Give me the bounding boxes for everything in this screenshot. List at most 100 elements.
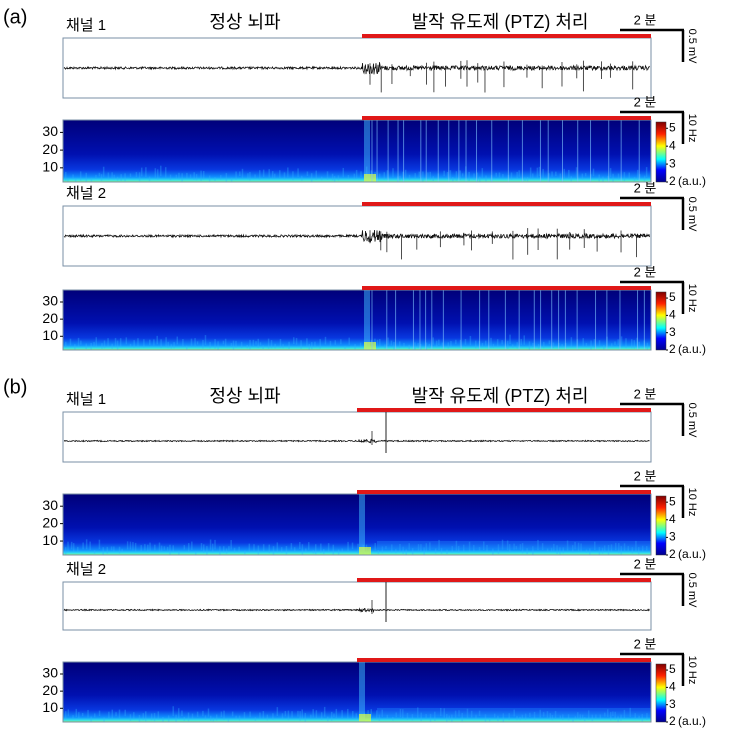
spectrogram-texture <box>225 173 228 182</box>
spectrogram-texture <box>614 341 616 346</box>
spectrogram-texture <box>450 340 452 347</box>
spectrogram-texture <box>114 337 117 347</box>
spectrogram-texture <box>615 542 617 551</box>
spectrogram-texture <box>348 337 350 345</box>
seizure-phase-label: 발작 유도제 (PTZ) 처리 <box>412 386 589 406</box>
treatment-bar <box>357 578 651 582</box>
spectrogram-texture <box>641 545 644 552</box>
spectrogram-texture <box>207 708 210 717</box>
spectrogram-texture <box>617 339 619 345</box>
spectrogram-texture <box>342 167 345 178</box>
spectrogram-texture <box>618 543 620 554</box>
spectrogram-texture <box>601 547 604 554</box>
spectrogram-texture <box>206 546 208 555</box>
spectrogram-texture <box>466 708 469 718</box>
spectrogram-texture <box>418 171 421 178</box>
colorbar <box>655 495 667 556</box>
spectrogram-texture <box>228 546 230 551</box>
spectrogram-texture <box>247 173 249 180</box>
spectrogram-texture <box>268 544 271 554</box>
colorbar <box>655 291 667 351</box>
seizure-onset-base <box>364 342 376 350</box>
spectrogram-texture <box>623 543 626 551</box>
spectrogram-texture <box>142 713 145 721</box>
treatment-bar <box>362 116 651 120</box>
spectrogram-texture <box>478 547 481 551</box>
spectrogram-texture <box>462 544 465 552</box>
spectrogram-texture <box>332 544 335 555</box>
spectrogram-texture <box>572 718 574 722</box>
spectrogram-texture <box>537 344 540 349</box>
spectrogram-texture <box>390 340 393 346</box>
time-scale-label: 2 분 <box>634 264 657 279</box>
spectrogram-texture <box>230 177 233 182</box>
spectrogram-texture <box>455 171 458 181</box>
spectrogram-texture <box>154 168 157 178</box>
spectrogram-texture <box>258 170 261 180</box>
spectrogram-texture <box>89 541 91 551</box>
spectrogram-texture <box>446 171 449 178</box>
y-tick-label: 20 <box>42 141 58 157</box>
spectrogram-texture <box>235 715 237 720</box>
spectrogram-texture <box>222 546 225 553</box>
spectrogram-texture <box>220 175 222 180</box>
spectrogram-texture <box>137 338 139 347</box>
spectrogram-texture <box>420 712 422 722</box>
spectrogram-texture <box>124 173 126 182</box>
spectrogram-texture <box>164 167 167 178</box>
spectrogram-texture <box>129 173 132 177</box>
spectrogram-texture <box>98 710 101 717</box>
spectrogram-texture <box>451 546 453 553</box>
spectrogram-texture <box>124 709 126 717</box>
spectrogram-texture <box>643 175 646 182</box>
spectrogram-texture <box>200 543 203 550</box>
spectrogram-texture <box>360 171 362 178</box>
channel-label: 채널 2 <box>66 561 106 578</box>
spectrogram-texture <box>379 339 381 347</box>
spectrogram-texture <box>74 344 76 350</box>
spectrogram-texture <box>214 177 216 181</box>
spectrogram-texture <box>253 544 255 551</box>
spectrogram-texture <box>249 172 251 181</box>
spectrogram-texture <box>186 172 188 179</box>
spectrogram-texture <box>532 173 534 178</box>
spectrogram-texture <box>587 710 590 720</box>
spectrogram-texture <box>314 544 317 555</box>
spectrogram-texture <box>98 539 101 550</box>
spectrogram-texture <box>266 714 269 721</box>
spectrogram-texture <box>102 166 105 177</box>
spectrogram-texture <box>440 547 443 554</box>
spectrogram-texture <box>612 711 614 717</box>
spectrogram-texture <box>170 344 173 349</box>
colorbar-tick-label: 5 <box>669 120 676 134</box>
spectrogram-texture <box>103 717 105 722</box>
spectrogram-texture <box>633 340 636 349</box>
spectrogram-texture <box>287 167 289 178</box>
treatment-bar <box>357 658 651 662</box>
spectrogram-texture <box>225 548 228 554</box>
spectrogram-texture <box>375 710 378 720</box>
spectrogram-texture <box>65 711 67 720</box>
spectrogram-texture <box>329 340 332 346</box>
spectrogram-texture <box>90 716 92 722</box>
seizure-onset <box>359 662 365 722</box>
spectrogram-texture <box>553 543 555 551</box>
spectrogram-texture <box>492 548 494 555</box>
spectrogram-texture <box>612 173 614 182</box>
spectrogram-texture <box>357 543 359 554</box>
spectrogram-texture <box>562 547 565 554</box>
spectrogram-texture <box>495 172 497 177</box>
time-scale-label: 2 분 <box>634 556 657 571</box>
spectrogram <box>63 290 651 350</box>
spectrogram-texture <box>65 547 67 555</box>
spectrogram-texture <box>272 713 274 720</box>
spectrogram-texture <box>370 709 373 717</box>
spectrogram-texture <box>120 174 122 181</box>
y-tick-label: 30 <box>42 665 58 681</box>
y-tick-label: 30 <box>42 123 58 139</box>
spectrogram-texture <box>515 546 518 550</box>
spectrogram-texture <box>422 171 424 182</box>
spectrogram-texture <box>108 711 110 719</box>
spectrogram-texture <box>550 547 553 552</box>
spectrogram-texture <box>498 172 501 178</box>
